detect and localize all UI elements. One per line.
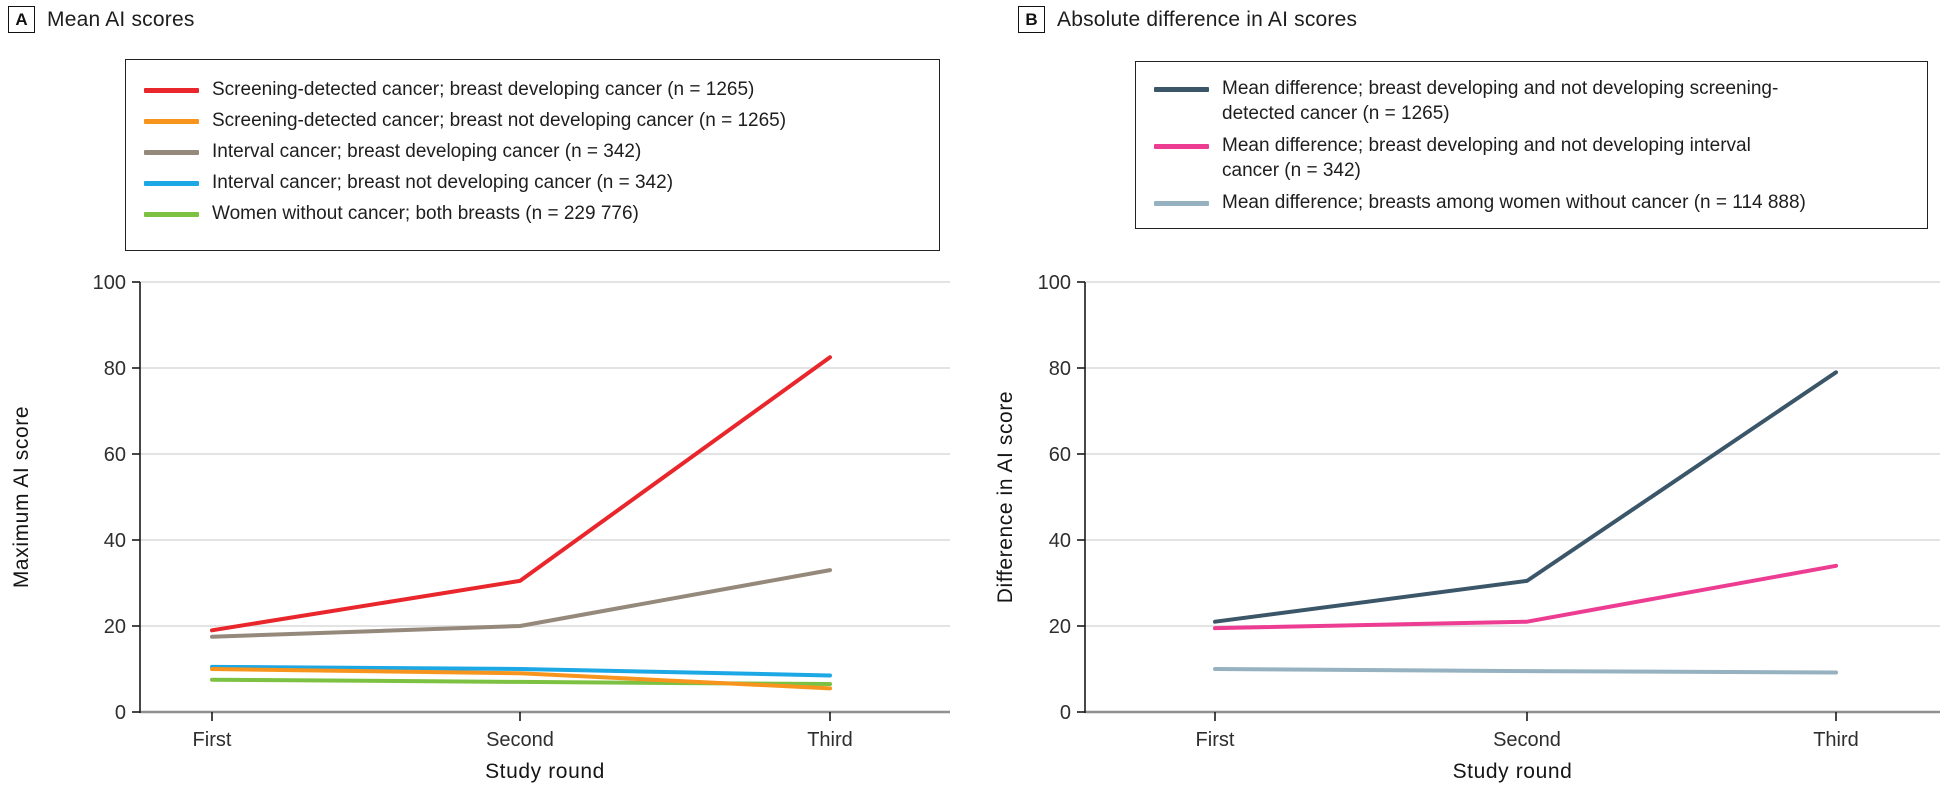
y-tick-label: 60 — [104, 444, 126, 466]
y-tick-label: 40 — [1049, 530, 1071, 552]
panel-b: B Absolute difference in AI scores Mean … — [978, 0, 1956, 795]
legend-label: Interval cancer; breast developing cance… — [212, 141, 642, 162]
legend-label: Mean difference; breasts among women wit… — [1222, 192, 1806, 213]
x-tick-label: First — [193, 729, 232, 751]
legend-item: Interval cancer; breast not developing c… — [144, 167, 923, 198]
series-line — [210, 355, 832, 633]
legend-line-swatch — [1154, 87, 1209, 92]
x-tick-label: Third — [1813, 729, 1859, 751]
legend-item: Mean difference; breast developing and n… — [1154, 76, 1911, 126]
panel-a-chart: 0 20 40 60 80 100 First Second Third Study round M… — [10, 272, 950, 783]
y-tick-label: 100 — [1038, 272, 1071, 294]
series-line — [210, 667, 832, 691]
panel-b-title: Absolute difference in AI scores — [1057, 7, 1358, 31]
legend-item: Women without cancer; both breasts (n = … — [144, 198, 923, 229]
legend-label: Mean difference; breast developing and n… — [1222, 135, 1751, 181]
panel-a-header: A Mean AI scores — [8, 6, 195, 33]
panel-b-header: B Absolute difference in AI scores — [1018, 6, 1357, 33]
legend-label: Women without cancer; both breasts (n = … — [212, 203, 639, 224]
legend-line-swatch — [144, 88, 199, 93]
x-tick-label: Second — [1493, 729, 1561, 751]
panel-a-legend: Screening-detected cancer; breast develo… — [125, 59, 940, 251]
y-tick-label: 0 — [115, 702, 126, 724]
series-line — [210, 664, 832, 678]
series-line — [210, 568, 832, 639]
x-axis-title: Study round — [485, 760, 605, 783]
legend-line-swatch — [144, 119, 199, 124]
panel-a-title: Mean AI scores — [47, 7, 195, 31]
legend-item: Mean difference; breast developing and n… — [1154, 133, 1911, 183]
panel-b-chart: 0 20 40 60 80 100 First Second Third Study round D… — [994, 272, 1940, 783]
x-axis-title: Study round — [1453, 760, 1573, 783]
panel-b-legend: Mean difference; breast developing and n… — [1135, 61, 1928, 229]
x-tick-label: Third — [807, 729, 853, 751]
y-tick-label: 80 — [104, 358, 126, 380]
legend-line-swatch — [144, 181, 199, 186]
legend-line-swatch — [1154, 144, 1209, 149]
legend-label: Screening-detected cancer; breast not de… — [212, 110, 787, 131]
panel-b-letter-badge: B — [1018, 6, 1045, 33]
legend-label: Interval cancer; breast not developing c… — [212, 172, 674, 193]
legend-line-swatch — [144, 212, 199, 217]
y-tick-label: 80 — [1049, 358, 1071, 380]
legend-line-swatch — [144, 150, 199, 155]
legend-item: Interval cancer; breast developing cance… — [144, 136, 923, 167]
y-tick-label: 0 — [1060, 702, 1071, 724]
panel-a-letter-badge: A — [8, 6, 35, 33]
series-line — [1213, 667, 1838, 675]
legend-item: Screening-detected cancer; breast not de… — [144, 105, 923, 136]
x-tick-label: First — [1196, 729, 1235, 751]
y-axis-title: Difference in AI score — [994, 391, 1017, 603]
y-tick-label: 40 — [104, 530, 126, 552]
y-tick-label: 60 — [1049, 444, 1071, 466]
legend-label: Screening-detected cancer; breast develo… — [212, 79, 755, 100]
legend-label: Mean difference; breast developing and n… — [1222, 78, 1779, 124]
legend-item: Mean difference; breasts among women wit… — [1154, 190, 1911, 215]
y-tick-label: 20 — [104, 616, 126, 638]
panel-a: A Mean AI scores Screening-detected canc… — [8, 6, 950, 783]
x-tick-label: Second — [486, 729, 554, 751]
series-line — [1213, 563, 1838, 631]
y-tick-label: 20 — [1049, 616, 1071, 638]
legend-item: Screening-detected cancer; breast develo… — [144, 74, 923, 105]
y-axis-title: Maximum AI score — [10, 406, 33, 588]
y-tick-label: 100 — [93, 272, 126, 294]
series-line — [1213, 370, 1838, 624]
legend-line-swatch — [1154, 201, 1209, 206]
